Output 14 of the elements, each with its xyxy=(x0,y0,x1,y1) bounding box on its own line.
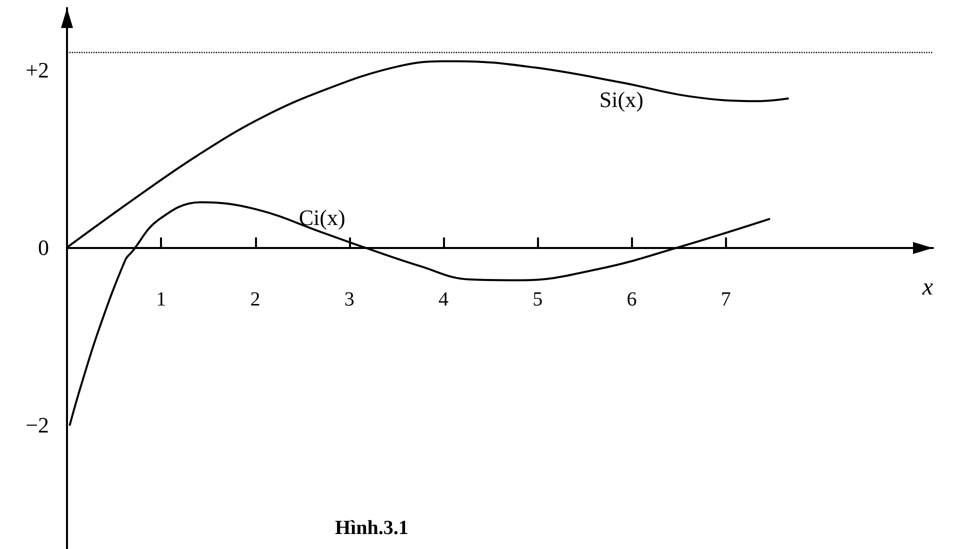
x-tick-label: 2 xyxy=(250,288,260,310)
x-tick-label: 6 xyxy=(626,288,637,310)
y-tick-label: 0 xyxy=(38,234,49,260)
x-tick-label: 5 xyxy=(532,288,543,310)
x-tick-label: 7 xyxy=(720,288,731,310)
y-tick-label: +2 xyxy=(26,58,49,83)
y-tick-label: −2 xyxy=(26,412,49,438)
x-axis-title: x xyxy=(921,274,934,300)
x-tick-label: 1 xyxy=(156,288,166,310)
x-tick-label: 3 xyxy=(344,288,354,310)
x-tick-label: 4 xyxy=(438,288,449,310)
text: Hình.3.1 xyxy=(335,517,408,539)
series-label: Si(x) xyxy=(599,87,644,112)
series-label: Ci(x) xyxy=(298,204,346,230)
